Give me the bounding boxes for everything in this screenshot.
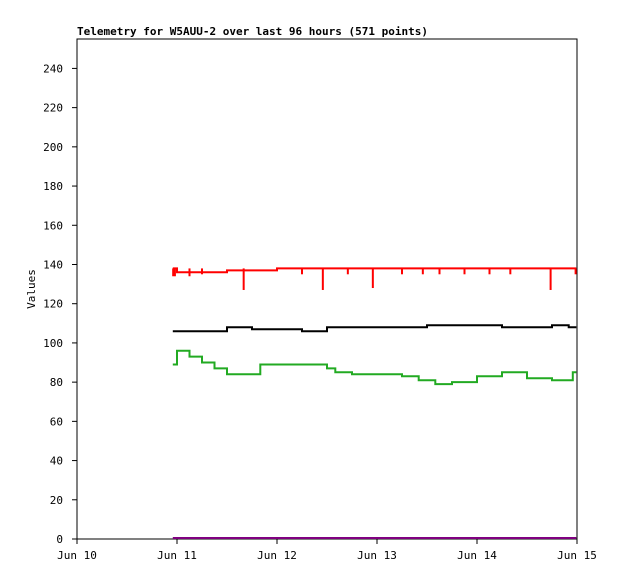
x-tick-label: Jun 14 [457, 549, 497, 562]
series-2-line [172, 324, 577, 333]
x-axis: Jun 10 Jun 11 Jun 12 Jun 13 Jun 14 Jun 15 [57, 539, 597, 562]
series-3-line [172, 349, 577, 386]
y-tick-label: 100 [43, 337, 63, 350]
x-tick-label: Jun 15 [557, 549, 597, 562]
y-tick-label: 120 [43, 298, 63, 311]
y-tick-label: 80 [50, 376, 63, 389]
y-tick-label: 240 [43, 62, 63, 75]
y-tick-label: 0 [56, 533, 63, 546]
series-layer [172, 267, 577, 539]
plot-frame [76, 38, 578, 540]
y-tick-label: 40 [50, 455, 63, 468]
series-1-line [172, 267, 577, 274]
x-tick-label: Jun 10 [57, 549, 97, 562]
x-tick-label: Jun 11 [157, 549, 197, 562]
y-tick-label: 140 [43, 258, 63, 271]
y-tick-label: 60 [50, 415, 63, 428]
y-tick-label: 180 [43, 180, 63, 193]
chart-title: Telemetry for W5AUU-2 over last 96 hours… [77, 25, 428, 38]
y-tick-label: 200 [43, 141, 63, 154]
y-tick-label: 160 [43, 219, 63, 232]
y-axis: 0 20 40 60 80 100 120 140 160 180 200 220 240 [43, 62, 77, 546]
y-tick-label: 20 [50, 494, 63, 507]
x-tick-label: Jun 12 [257, 549, 297, 562]
y-tick-label: 220 [43, 102, 63, 115]
x-tick-label: Jun 13 [357, 549, 397, 562]
y-axis-label: Values [25, 269, 38, 309]
